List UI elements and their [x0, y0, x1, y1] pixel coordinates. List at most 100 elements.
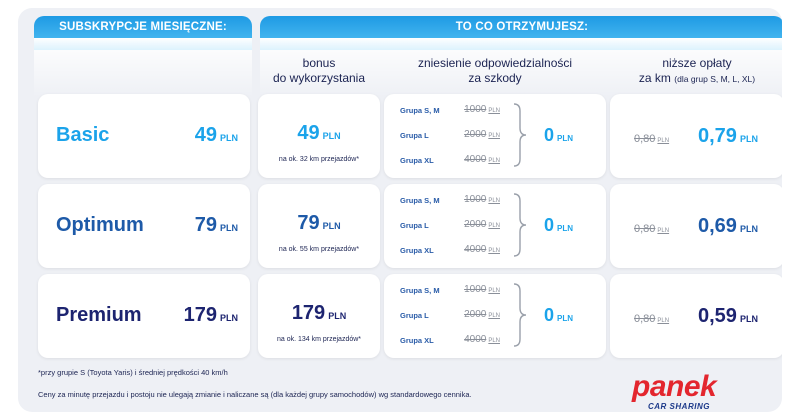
currency-label: PLN [322, 221, 341, 231]
old-liability-value: 1000 [464, 194, 487, 205]
footnote-speed: *przy grupie S (Toyota Yaris) i średniej… [38, 368, 228, 377]
old-liability-value: 4000 [464, 154, 487, 165]
fees-heading-groups: (dla grup S, M, L, XL) [674, 74, 756, 84]
liability-heading-line2: za szkody [468, 71, 522, 85]
curly-brace-icon [513, 283, 527, 347]
plan-price: 179 PLN [184, 304, 238, 327]
new-fee: 0,59 PLN [698, 305, 758, 328]
group-label: Grupa L [400, 131, 429, 140]
liability-card-premium: Grupa S, M 1000 PLN Grupa L 2000 PLN Grupa… [384, 274, 606, 358]
old-liability-value: 4000 [464, 334, 487, 345]
group-label: Grupa S, M [400, 196, 440, 205]
header-subscriptions-label: SUBSKRYPCJE MIESIĘCZNE: [59, 21, 227, 33]
old-liability-value: 1000 [464, 284, 487, 295]
plan-price-value: 49 [194, 124, 217, 146]
currency-label: PLN [220, 223, 238, 233]
old-liability: 2000 PLN [460, 129, 500, 140]
currency-label: PLN [322, 131, 341, 141]
plan-card-basic[interactable]: Basic 49 PLN [38, 94, 250, 178]
new-liability: 0 PLN [544, 305, 573, 326]
old-liability: 1000 PLN [460, 194, 500, 205]
plan-price: 79 PLN [195, 214, 238, 237]
plan-price: 49 PLN [195, 124, 238, 147]
currency-label: PLN [739, 134, 758, 144]
bonus-card-optimum: 79 PLN na ok. 55 km przejazdów* [258, 184, 380, 268]
fees-heading-line1: niższe opłaty [662, 56, 732, 70]
new-fee-value: 0,59 [698, 305, 737, 327]
old-fee-value: 0,80 [634, 133, 656, 145]
old-liability: 1000 PLN [460, 284, 500, 295]
new-liability: 0 PLN [544, 125, 573, 146]
bonus-value: 179 [291, 302, 326, 324]
currency-label: PLN [220, 133, 238, 143]
column-liability-heading: zniesienie odpowiedzialności za szkody [384, 56, 606, 86]
currency-label: PLN [739, 314, 758, 324]
old-liability: 4000 PLN [460, 244, 500, 255]
currency-label: PLN [557, 314, 574, 323]
bonus-amount: 179 PLN [258, 302, 380, 325]
plan-card-optimum[interactable]: Optimum 79 PLN [38, 184, 250, 268]
currency-label: PLN [488, 223, 500, 229]
old-liability-value: 4000 [464, 244, 487, 255]
currency-label: PLN [488, 158, 500, 164]
column-fees-heading: niższe opłaty za km (dla grup S, M, L, X… [610, 56, 782, 87]
bonus-heading-line2: do wykorzystania [272, 71, 366, 85]
new-fee-value: 0,79 [698, 125, 737, 147]
group-label: Grupa S, M [400, 106, 440, 115]
logo-subtitle: CAR SHARING [648, 402, 710, 411]
new-fee: 0,79 PLN [698, 125, 758, 148]
currency-label: PLN [488, 198, 500, 204]
currency-label: PLN [739, 224, 758, 234]
old-fee: 0,80 PLN [634, 133, 669, 145]
curly-brace-icon [513, 103, 527, 167]
header-fade-left [34, 38, 252, 98]
header-benefits-label: TO CO OTRZYMUJESZ: [455, 21, 589, 33]
footnote-prices: Ceny za minutę przejazdu i postoju nie u… [38, 390, 472, 399]
currency-label: PLN [657, 228, 670, 234]
plan-name: Basic [56, 124, 110, 146]
old-fee-value: 0,80 [634, 313, 656, 325]
panek-logo: panek CAR SHARING [632, 370, 717, 412]
currency-label: PLN [657, 138, 670, 144]
currency-label: PLN [488, 338, 500, 344]
old-liability-value: 1000 [464, 104, 487, 115]
liability-card-optimum: Grupa S, M 1000 PLN Grupa L 2000 PLN Grupa… [384, 184, 606, 268]
fee-card-premium: 0,80 PLN 0,59 PLN [610, 274, 782, 358]
group-label: Grupa S, M [400, 286, 440, 295]
liability-heading-line1: zniesienie odpowiedzialności [417, 56, 573, 70]
column-bonus-heading: bonus do wykorzystania [258, 56, 380, 86]
plan-card-premium[interactable]: Premium 179 PLN [38, 274, 250, 358]
new-liability-value: 0 [544, 305, 555, 325]
old-liability-value: 2000 [464, 309, 487, 320]
logo-wordmark: panek [632, 370, 717, 403]
bonus-card-basic: 49 PLN na ok. 32 km przejazdów* [258, 94, 380, 178]
fees-heading-line2: za km [638, 71, 671, 85]
currency-label: PLN [488, 313, 500, 319]
currency-label: PLN [488, 108, 500, 114]
bonus-card-premium: 179 PLN na ok. 134 km przejazdów* [258, 274, 380, 358]
new-fee-value: 0,69 [698, 215, 737, 237]
currency-label: PLN [488, 288, 500, 294]
currency-label: PLN [657, 318, 670, 324]
curly-brace-icon [513, 193, 527, 257]
currency-label: PLN [220, 313, 238, 323]
fee-card-optimum: 0,80 PLN 0,69 PLN [610, 184, 782, 268]
currency-label: PLN [488, 248, 500, 254]
group-label: Grupa L [400, 311, 429, 320]
old-liability-value: 2000 [464, 219, 487, 230]
currency-label: PLN [488, 133, 500, 139]
new-liability-value: 0 [544, 215, 555, 235]
old-liability: 4000 PLN [460, 334, 500, 345]
bonus-note: na ok. 55 km przejazdów* [278, 246, 360, 253]
old-fee: 0,80 PLN [634, 313, 669, 325]
old-liability: 4000 PLN [460, 154, 500, 165]
new-liability-value: 0 [544, 125, 555, 145]
plan-name: Optimum [56, 214, 144, 236]
group-label: Grupa XL [400, 156, 434, 165]
plan-price-value: 79 [194, 214, 217, 236]
header-fade-right [260, 38, 782, 98]
bonus-value: 79 [297, 212, 320, 234]
old-liability: 2000 PLN [460, 309, 500, 320]
currency-label: PLN [328, 311, 347, 321]
bonus-amount: 49 PLN [258, 122, 380, 145]
